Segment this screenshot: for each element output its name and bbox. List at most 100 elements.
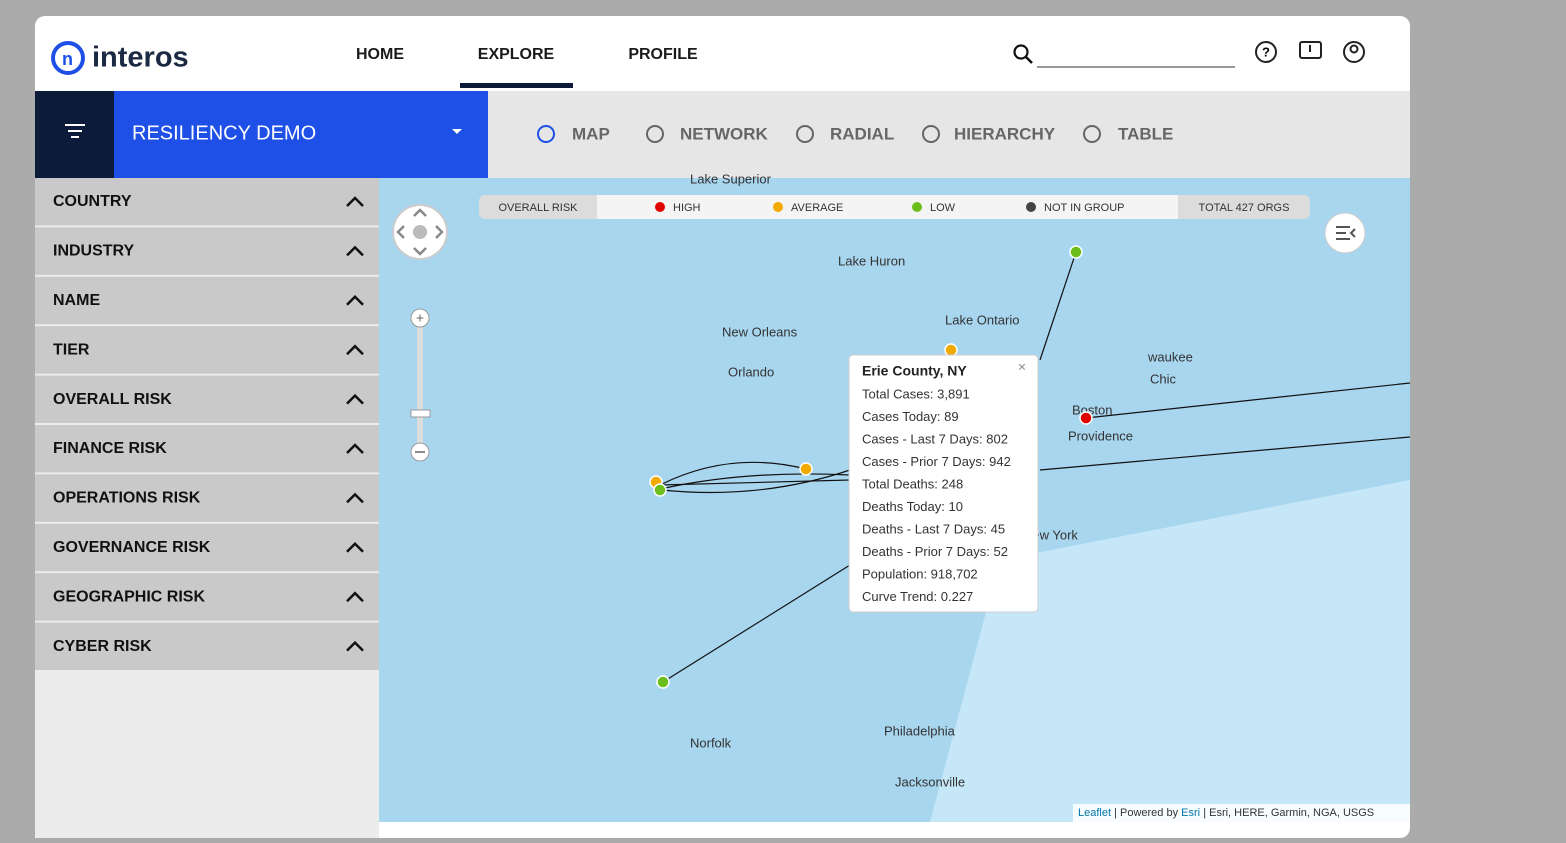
place-label: Philadelphia xyxy=(884,723,956,738)
view-tab[interactable]: NETWORK xyxy=(680,124,769,143)
view-icon xyxy=(922,125,940,143)
nav-item[interactable]: PROFILE xyxy=(628,46,698,63)
place-label: New Orleans xyxy=(722,324,798,339)
popup-line: Cases - Last 7 Days: 802 xyxy=(862,431,1008,446)
search-icon[interactable] xyxy=(1013,44,1029,60)
view-icon xyxy=(537,125,555,143)
filter-row[interactable] xyxy=(35,227,379,275)
legend-dot xyxy=(655,202,665,212)
filter-row[interactable] xyxy=(35,326,379,374)
help-icon[interactable] xyxy=(1255,41,1277,63)
filter-row[interactable] xyxy=(35,178,379,226)
filter-label: CYBER RISK xyxy=(53,638,152,655)
place-label: Jacksonville xyxy=(895,774,965,789)
logo: interos xyxy=(92,42,189,74)
feedback-icon[interactable] xyxy=(1299,41,1322,59)
pan-arrows xyxy=(396,208,444,256)
place-label: Norfolk xyxy=(690,735,732,750)
nav-underline xyxy=(460,83,573,88)
view-tab[interactable]: MAP xyxy=(572,124,610,143)
place-label: Lake Ontario xyxy=(945,312,1019,327)
panel-icon xyxy=(1336,226,1356,240)
filter-chevron xyxy=(346,245,364,257)
filter-label: FINANCE RISK xyxy=(53,440,167,457)
group-title: RESILIENCY DEMO xyxy=(132,122,316,144)
popup-line: Deaths Today: 10 xyxy=(862,499,963,514)
popup-line: Cases - Prior 7 Days: 942 xyxy=(862,454,1011,469)
filter-row[interactable] xyxy=(35,474,379,522)
filter-label: COUNTRY xyxy=(53,193,132,210)
filter-label: NAME xyxy=(53,292,100,309)
filter-toggle[interactable] xyxy=(35,91,114,178)
filter-icon xyxy=(65,124,85,138)
legend-label: NOT IN GROUP xyxy=(1044,202,1124,214)
nav-item[interactable]: HOME xyxy=(356,46,404,63)
place-label: Lake Huron xyxy=(838,253,905,268)
filter-row[interactable] xyxy=(35,622,379,670)
popup-close[interactable]: × xyxy=(1018,359,1026,375)
esri-link[interactable]: Esri xyxy=(1181,807,1200,819)
filter-label: INDUSTRY xyxy=(53,243,135,260)
popup-line: Cases Today: 89 xyxy=(862,409,959,424)
popup-line: Total Deaths: 248 xyxy=(862,476,963,491)
filter-chevron xyxy=(346,443,364,454)
logo-mark: n xyxy=(62,49,73,69)
filter-row[interactable] xyxy=(35,425,379,473)
shelf xyxy=(930,480,1410,822)
filter-chevron xyxy=(346,542,364,553)
filter-chevron xyxy=(346,295,364,306)
filter-row[interactable] xyxy=(35,276,379,325)
legend-label: AVERAGE xyxy=(791,202,843,214)
attribution-text: Leaflet | Powered by Esri | Esri, HERE, … xyxy=(1078,807,1374,819)
popup-line: Deaths - Last 7 Days: 45 xyxy=(862,521,1005,536)
view-tab[interactable]: RADIAL xyxy=(830,124,894,143)
view-tab[interactable]: TABLE xyxy=(1118,124,1173,143)
filter-chevron xyxy=(346,393,364,405)
legend-items xyxy=(597,195,1178,219)
filter-row[interactable] xyxy=(35,375,379,423)
filter-chevron xyxy=(346,196,364,207)
legend-label: LOW xyxy=(930,202,956,214)
filter-chevron xyxy=(346,344,364,356)
popup-title: Erie County, NY xyxy=(862,363,967,379)
popup-line: Total Cases: 3,891 xyxy=(862,386,970,401)
view-tab[interactable]: HIERARCHY xyxy=(954,124,1056,143)
markers[interactable] xyxy=(649,245,1093,689)
leaflet-link[interactable]: Leaflet xyxy=(1078,807,1111,819)
zoom-handle[interactable] xyxy=(410,409,431,418)
place-label: Lake Superior xyxy=(690,171,772,186)
popup-line: Curve Trend: 0.227 xyxy=(862,589,973,604)
legend-total: TOTAL 427 ORGS xyxy=(1199,202,1290,214)
filter-label: TIER xyxy=(53,341,90,358)
dropdown-caret xyxy=(452,129,462,134)
place-label: Providence xyxy=(1068,428,1133,443)
place-label: Chic xyxy=(1150,371,1177,386)
legend-label: HIGH xyxy=(673,202,701,214)
view-icon xyxy=(646,125,664,143)
filter-label: GOVERNANCE RISK xyxy=(53,539,211,556)
legend-dot xyxy=(773,202,783,212)
filter-row[interactable] xyxy=(35,573,379,621)
zoom-in-glyph: + xyxy=(416,310,424,326)
filter-label: OVERALL RISK xyxy=(53,391,172,408)
search-icon xyxy=(1025,56,1033,64)
place-label: waukee xyxy=(1147,349,1193,364)
nav-item[interactable]: EXPLORE xyxy=(478,46,555,63)
legend-title: OVERALL RISK xyxy=(498,202,578,214)
view-tabs xyxy=(488,91,1410,178)
account-icon[interactable] xyxy=(1343,41,1365,63)
legend-dot xyxy=(1026,202,1036,212)
view-icon xyxy=(1083,125,1101,143)
attribution-powered: | Powered by xyxy=(1114,807,1179,819)
filter-chevron xyxy=(346,591,364,603)
popup xyxy=(848,354,1039,613)
filter-chevron xyxy=(346,492,364,504)
zoom-in[interactable] xyxy=(410,308,430,328)
place-label: Orlando xyxy=(728,364,774,379)
attribution-sources: | Esri, HERE, Garmin, NGA, USGS xyxy=(1203,807,1374,819)
group-select[interactable] xyxy=(114,91,488,178)
logo-icon xyxy=(51,41,85,75)
filter-row[interactable] xyxy=(35,523,379,572)
